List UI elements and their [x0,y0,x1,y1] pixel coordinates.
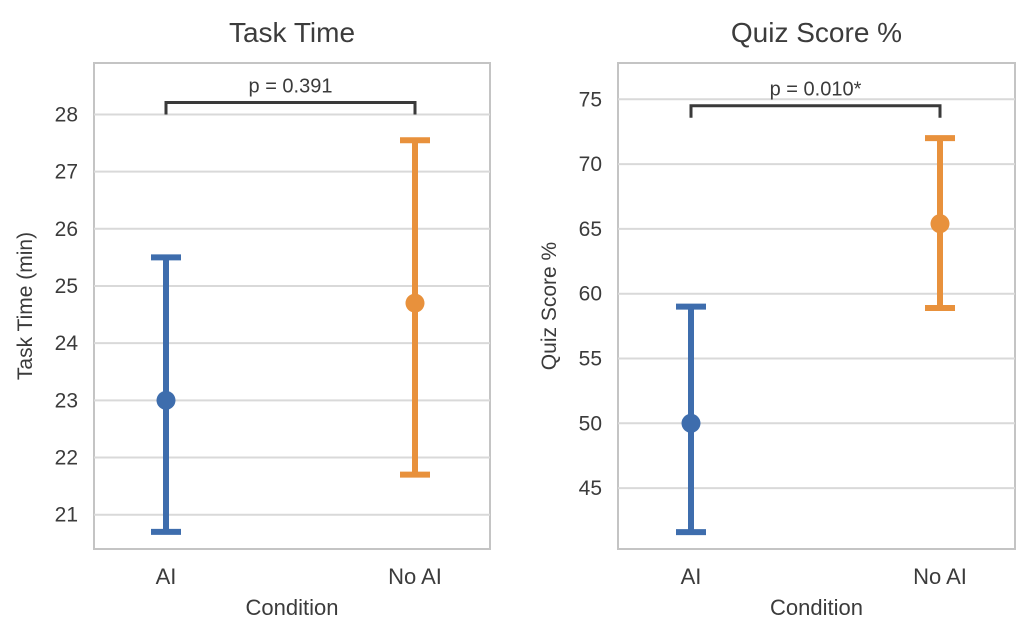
y-tick-label: 26 [55,218,78,241]
chart-task-time: 21 22 23 24 25 26 27 28 p = 0.391 AI No AI Conditio… [14,17,491,620]
chart-title: Quiz Score % [731,17,902,48]
y-tick-label: 70 [579,153,602,176]
mean-point-no-ai [930,214,950,234]
significance-bracket [689,104,942,118]
chart-quiz-score: 45 50 55 60 65 70 75 p = 0.010* AI No AI Condition… [512,0,1024,625]
mean-point-ai [156,390,176,410]
x-axis-label: Condition [770,595,863,620]
plot-area [93,62,491,550]
x-tick-label: AI [156,564,177,589]
y-axis-label: Quiz Score % [538,242,561,370]
x-tick-label: AI [681,564,702,589]
y-tick-label: 50 [579,412,602,435]
y-tick-label: 21 [55,504,78,527]
mean-point-ai [681,413,701,433]
p-value-label: p = 0.010* [770,78,862,100]
y-axis-label: Task Time (min) [14,232,37,380]
y-tick-label: 28 [55,103,78,126]
y-tick-label: 60 [579,283,602,306]
x-tick-label: No AI [913,564,967,589]
mean-point-no-ai [405,293,425,313]
y-tick-label: 24 [55,332,79,355]
y-tick-label: 23 [55,389,78,412]
y-tick-label: 25 [55,275,78,298]
quiz-score-plot: 45 50 55 60 65 70 75 p = 0.010* AI No AI Condition… [538,17,1016,620]
y-tick-label: 55 [579,347,602,370]
x-tick-label: No AI [388,564,442,589]
y-tick-label: 45 [579,477,602,500]
task-time-plot: 21 22 23 24 25 26 27 28 p = 0.391 AI No AI Conditio… [14,17,491,620]
y-tick-label: 27 [55,161,78,184]
x-axis-label: Condition [246,595,339,620]
y-tick-label: 65 [579,218,602,241]
y-tick-label: 22 [55,447,78,470]
chart-title: Task Time [229,17,355,48]
y-tick-label: 75 [579,88,602,111]
significance-bracket [164,100,417,115]
p-value-label: p = 0.391 [249,75,333,97]
